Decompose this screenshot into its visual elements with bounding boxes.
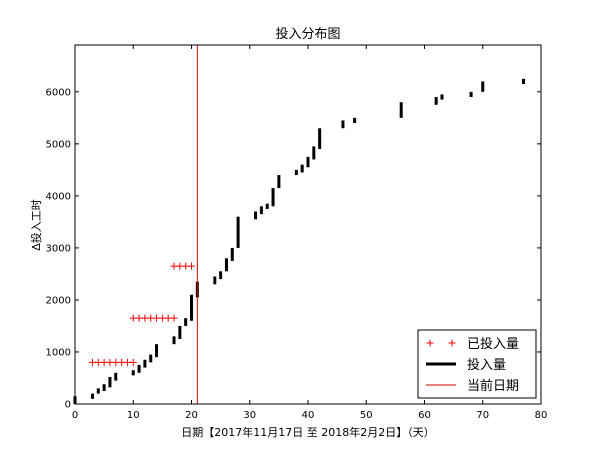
x-tick-label: 10	[127, 410, 140, 421]
y-tick-label: 3000	[46, 243, 71, 254]
y-tick-label: 5000	[46, 139, 71, 150]
x-tick-label: 80	[535, 410, 548, 421]
x-tick-label: 40	[302, 410, 315, 421]
y-tick-label: 1000	[46, 347, 71, 358]
x-tick-label: 50	[360, 410, 373, 421]
cumulative-marker	[129, 358, 137, 366]
x-tick-label: 20	[185, 410, 198, 421]
axes: 0 10 20 30 40 50 60 70 80 0 1000 2000 3000 4000 5000 60…	[46, 44, 548, 421]
legend-label: 投入量	[467, 357, 506, 373]
y-tick-label: 4000	[46, 191, 71, 202]
legend-label: 当前日期	[467, 378, 519, 394]
cumulative-marker	[170, 314, 178, 322]
x-axis-label: 日期【2017年11月17日 至 2018年2月2日】（天）	[181, 425, 434, 439]
legend-marker-plus	[448, 339, 456, 347]
legend-entry: 已投入量	[426, 336, 519, 352]
plot-area	[73, 45, 526, 404]
x-tick-label: 0	[72, 410, 78, 421]
cumulative-marker	[188, 262, 195, 270]
y-tick-label: 2000	[46, 295, 71, 306]
x-tick-label: 70	[476, 410, 489, 421]
y-tick-label: 6000	[46, 87, 71, 98]
chart-title: 投入分布图	[275, 26, 340, 42]
x-tick-label: 30	[243, 410, 256, 421]
x-tick-label: 60	[418, 410, 431, 421]
legend-entry: 投入量	[426, 357, 506, 373]
legend-entry: 当前日期	[426, 378, 519, 394]
y-tick-label: 0	[65, 400, 71, 411]
y-axis-label: Δ投入工时	[29, 199, 43, 251]
legend-marker-plus	[426, 339, 434, 347]
legend-label: 已投入量	[467, 336, 519, 352]
